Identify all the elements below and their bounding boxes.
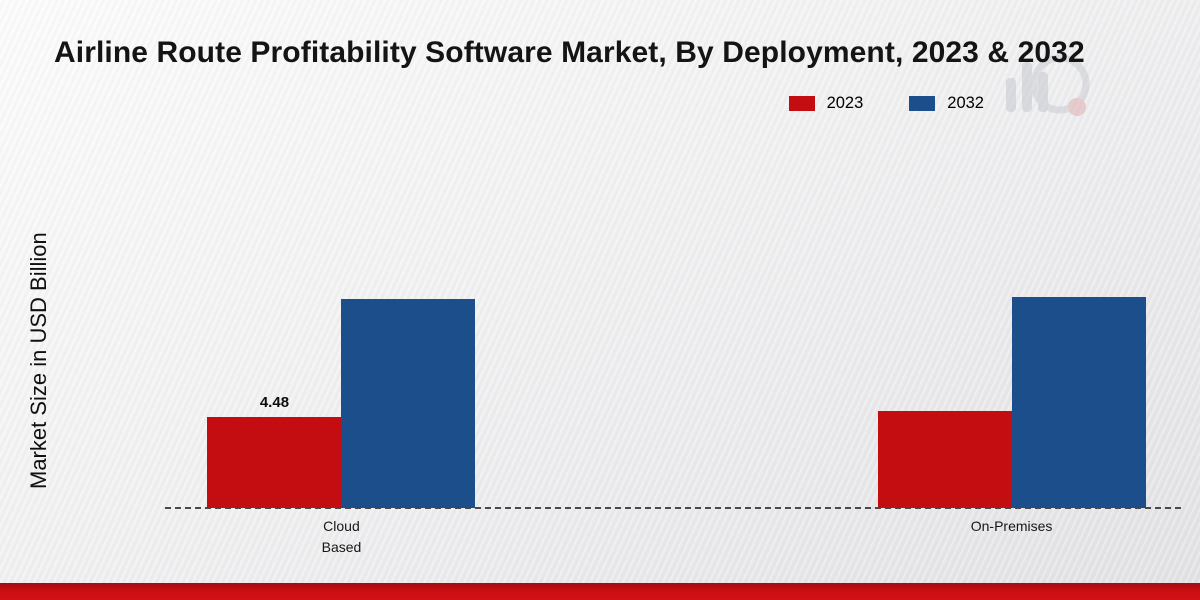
y-axis-label: Market Size in USD Billion <box>26 232 51 490</box>
bar-group-cloud-based: 4.48 <box>207 299 476 508</box>
chart-title: Airline Route Profitability Software Mar… <box>54 36 1085 69</box>
legend-label-2032: 2032 <box>947 94 984 112</box>
x-tick-line: Based <box>321 539 362 555</box>
plot-area: 4.48 Cloud Based On-Premises <box>165 143 1185 555</box>
x-tick-label-on-premises: On-Premises <box>971 516 1053 537</box>
bar-2032-cloud-based <box>341 299 476 508</box>
bar-2023-cloud-based: 4.48 <box>207 394 342 508</box>
x-tick-line: Cloud <box>323 518 360 534</box>
watermark-logo <box>998 48 1090 125</box>
legend-label-2023: 2023 <box>826 94 864 112</box>
bar-group-on-premises <box>877 297 1146 508</box>
bar-2032-on-premises <box>1011 297 1146 508</box>
bar-chart-logo-icon <box>1006 54 1090 116</box>
legend-swatch-2023 <box>788 96 815 111</box>
legend-item-2023: 2023 <box>788 94 864 113</box>
x-tick-label-cloud-based: Cloud Based <box>322 516 362 558</box>
legend-swatch-2032 <box>909 96 936 111</box>
legend: 2023 2032 <box>788 94 984 113</box>
x-tick-line: On-Premises <box>970 518 1053 534</box>
bottom-accent-bar <box>0 583 1200 600</box>
legend-item-2032: 2032 <box>909 94 984 113</box>
bar-2023-on-premises <box>877 410 1012 508</box>
bar-value-label-2023-cloud-based: 4.48 <box>259 394 290 412</box>
x-axis-baseline <box>165 507 1185 509</box>
